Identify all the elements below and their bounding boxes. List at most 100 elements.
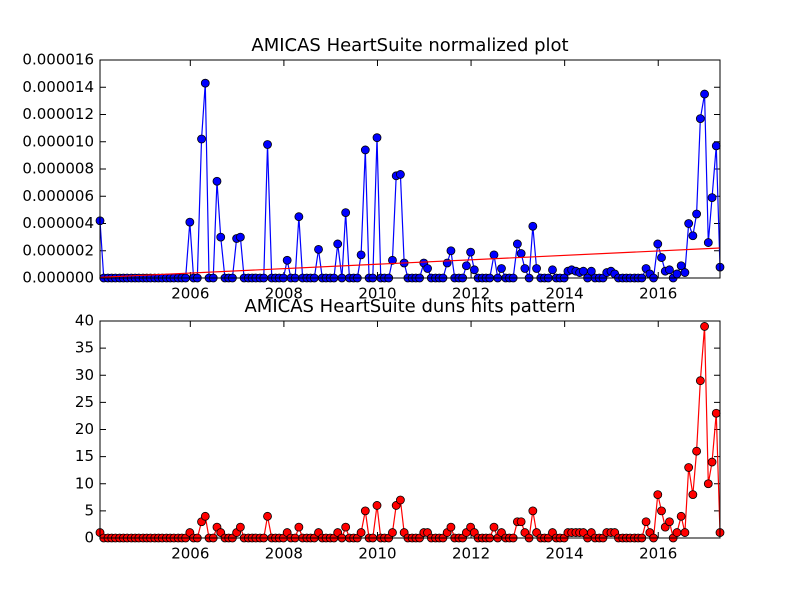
marker — [372, 501, 382, 510]
marker — [676, 511, 686, 521]
marker — [212, 176, 222, 186]
y-tick-label: 5 — [84, 501, 94, 519]
x-tick-label: 2016 — [639, 285, 677, 303]
y-tick-label: 0.000000 — [22, 269, 94, 287]
marker — [707, 193, 717, 203]
marker — [497, 264, 506, 273]
x-tick-label: 2006 — [171, 285, 209, 303]
y-tick-label: 35 — [75, 339, 94, 357]
plot-frame — [99, 320, 721, 539]
marker — [235, 522, 245, 532]
fit-line — [99, 247, 721, 278]
x-tick-label: 2006 — [171, 545, 209, 563]
marker — [672, 269, 682, 279]
y-tick-label: 0.000006 — [22, 187, 94, 205]
marker — [684, 219, 694, 228]
marker — [341, 522, 351, 532]
chart-title: AMICAS HeartSuite normalized plot — [251, 35, 568, 56]
y-tick-label: 10 — [75, 474, 94, 492]
x-tick-label: 2008 — [265, 545, 303, 563]
marker — [641, 517, 651, 527]
marker — [653, 239, 663, 249]
marker — [707, 457, 717, 467]
y-tick-label: 40 — [75, 312, 94, 330]
marker — [388, 528, 397, 537]
chart-title: AMICAS HeartSuite duns hits pattern — [244, 296, 575, 317]
marker — [200, 78, 210, 88]
x-tick-label: 2016 — [639, 545, 677, 563]
y-tick-label: 0 — [84, 529, 94, 547]
x-tick-label: 2014 — [546, 285, 584, 303]
marker — [341, 208, 351, 218]
y-tick-label: 0.000008 — [22, 160, 94, 178]
marker — [586, 266, 596, 276]
marker — [461, 261, 471, 271]
marker — [711, 141, 721, 151]
marker — [235, 232, 245, 242]
x-tick-label: 2012 — [452, 545, 490, 563]
marker — [711, 408, 721, 418]
marker — [657, 253, 666, 262]
y-tick-label: 25 — [75, 393, 94, 411]
marker — [282, 255, 292, 265]
marker — [528, 506, 538, 516]
marker — [703, 238, 713, 247]
marker — [532, 264, 541, 273]
marker — [396, 170, 405, 179]
marker — [396, 495, 405, 505]
plot-frame — [99, 59, 721, 279]
marker — [314, 244, 323, 254]
marker — [700, 322, 709, 331]
marker — [665, 517, 674, 527]
marker — [356, 528, 366, 537]
marker — [516, 249, 526, 258]
y-tick-label: 15 — [75, 447, 94, 465]
marker — [665, 265, 674, 275]
y-tick-label: 0.000016 — [22, 51, 94, 69]
marker — [333, 239, 343, 249]
marker — [360, 506, 370, 516]
x-tick-label: 2010 — [358, 285, 396, 303]
marker — [356, 250, 366, 260]
marker — [512, 239, 522, 249]
marker — [520, 264, 530, 273]
marker — [489, 250, 499, 260]
marker — [657, 506, 666, 516]
marker — [548, 265, 557, 275]
y-tick-label: 30 — [75, 366, 94, 384]
marker — [680, 268, 690, 277]
marker — [360, 145, 370, 155]
marker — [516, 517, 526, 527]
marker — [692, 446, 702, 456]
marker — [684, 463, 694, 472]
marker — [469, 265, 479, 275]
marker — [200, 511, 210, 521]
marker — [676, 261, 686, 271]
y-tick-label: 0.000010 — [22, 132, 94, 150]
marker — [695, 114, 705, 123]
marker — [372, 133, 382, 143]
marker — [692, 209, 702, 219]
marker — [263, 140, 272, 149]
marker — [489, 522, 499, 532]
marker — [466, 247, 475, 257]
x-tick-label: 2014 — [546, 545, 584, 563]
marker — [446, 246, 456, 256]
x-tick-label: 2010 — [358, 545, 396, 563]
marker — [653, 490, 663, 500]
marker — [423, 264, 432, 273]
x-tick-label: 2012 — [452, 285, 490, 303]
y-tick-label: 20 — [75, 420, 94, 438]
y-tick-label: 0.000012 — [22, 105, 94, 123]
y-tick-label: 0.000004 — [22, 214, 94, 232]
marker — [703, 479, 713, 489]
marker — [672, 528, 682, 537]
marker — [294, 212, 304, 222]
marker — [388, 255, 397, 265]
marker — [294, 522, 304, 532]
marker — [680, 528, 690, 537]
marker — [700, 89, 709, 99]
marker — [263, 511, 272, 521]
marker — [197, 134, 206, 144]
